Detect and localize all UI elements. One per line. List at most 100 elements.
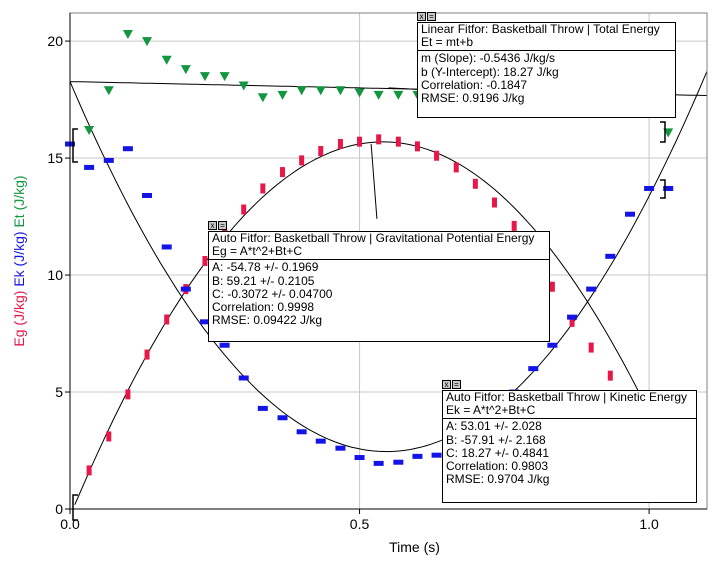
eg-point bbox=[357, 136, 363, 147]
ek-point bbox=[277, 415, 288, 421]
eg-point bbox=[125, 389, 131, 400]
et-point bbox=[354, 88, 365, 98]
et-point bbox=[238, 81, 249, 91]
eg-point bbox=[453, 162, 459, 173]
ek-point bbox=[354, 455, 365, 461]
fit-equation: Eg = A*t^2+Bt+C bbox=[212, 244, 303, 259]
y-tick-label: 15 bbox=[47, 150, 63, 166]
ek-point bbox=[219, 342, 230, 348]
fit-box-buttons: x = bbox=[417, 12, 436, 22]
fit-param: RMSE: 0.9196 J/kg bbox=[421, 91, 525, 106]
ek-point bbox=[103, 157, 114, 163]
plot-frame bbox=[65, 12, 708, 514]
eg-point bbox=[260, 183, 266, 194]
range-bracket bbox=[660, 121, 666, 143]
fit-title: Auto Fitfor: Basketball Throw | Gravitat… bbox=[212, 231, 535, 245]
fit-divider bbox=[443, 418, 696, 420]
fit-box-buttons: x = bbox=[208, 221, 227, 231]
et-point bbox=[180, 65, 191, 75]
y-axis-label: Eg (J/kg) Ek (J/kg) Et (J/kg) bbox=[11, 175, 27, 346]
close-icon[interactable]: x bbox=[208, 221, 217, 230]
et-point bbox=[219, 72, 230, 82]
options-icon[interactable]: = bbox=[218, 221, 227, 230]
eg-point bbox=[241, 204, 247, 215]
x-tick-label: 1.0 bbox=[639, 516, 659, 532]
fit-param: A: -54.78 +/- 0.1969 bbox=[212, 260, 319, 275]
ek-point bbox=[335, 445, 346, 451]
ek-point bbox=[567, 314, 578, 320]
eg-point bbox=[318, 146, 324, 157]
eg-point bbox=[86, 465, 92, 476]
eg-point bbox=[434, 150, 440, 161]
et-point bbox=[315, 86, 326, 96]
y-axis-label-part: Et (J/kg) bbox=[11, 175, 27, 231]
et-point bbox=[142, 37, 153, 47]
options-icon[interactable]: = bbox=[452, 380, 461, 389]
eg-point bbox=[569, 316, 575, 327]
fit-param: A: 53.01 +/- 2.028 bbox=[446, 419, 542, 434]
ek-point bbox=[431, 452, 442, 458]
ek-point bbox=[663, 185, 674, 191]
ek-point bbox=[586, 286, 597, 292]
close-icon[interactable]: x bbox=[442, 380, 451, 389]
fit-param: m (Slope): -0.5436 J/kg/s bbox=[421, 51, 556, 66]
linear-fit-box[interactable]: x = Linear Fitfor: Basketball Throw | To… bbox=[417, 12, 676, 118]
eg-point bbox=[376, 134, 382, 145]
fit-connector bbox=[370, 143, 378, 219]
eg-point bbox=[202, 256, 208, 266]
eg-point bbox=[164, 314, 170, 325]
fit-param: b (Y-Intercept): 18.27 J/kg bbox=[421, 64, 559, 79]
fit-param: Correlation: 0.9803 bbox=[446, 459, 549, 474]
eg-point bbox=[144, 349, 150, 360]
ek-point bbox=[180, 286, 191, 292]
ek-point bbox=[393, 459, 404, 465]
eg-point bbox=[106, 431, 112, 442]
fit-curve bbox=[69, 71, 708, 453]
axis-labels: 0.0 0.5 1.0 0 5 10 15 20 Time (s) Eg (J/kg) Ek (J… bbox=[11, 33, 659, 555]
eg-point bbox=[280, 167, 286, 178]
eg-point bbox=[549, 281, 555, 292]
eg-point bbox=[607, 370, 613, 381]
et-point bbox=[122, 30, 133, 40]
eg-fit-box[interactable]: x = Auto Fitfor: Basketball Throw | Grav… bbox=[208, 221, 550, 342]
y-tick-label: 0 bbox=[55, 501, 63, 517]
ek-point bbox=[84, 164, 95, 170]
fit-param: C: -0.3072 +/- 0.04700 bbox=[212, 286, 333, 301]
options-icon[interactable]: = bbox=[427, 12, 436, 21]
fit-divider bbox=[209, 259, 549, 261]
y-axis-label-part: Ek (J/kg) bbox=[11, 231, 27, 290]
fit-title: Auto Fitfor: Basketball Throw | Kinetic … bbox=[446, 390, 688, 404]
x-tick-label: 0.0 bbox=[60, 516, 80, 532]
ek-point bbox=[238, 375, 249, 381]
fit-box-buttons: x = bbox=[442, 380, 461, 390]
y-tick-label: 5 bbox=[55, 384, 63, 400]
ek-point bbox=[644, 185, 655, 191]
x-axis-label: Time (s) bbox=[389, 539, 440, 555]
fit-equation: Et = mt+b bbox=[421, 35, 474, 50]
x-tick-label: 0.5 bbox=[350, 516, 370, 532]
range-bracket bbox=[72, 128, 78, 163]
ek-point bbox=[296, 429, 307, 435]
eg-point bbox=[337, 139, 343, 150]
et-point bbox=[161, 55, 172, 65]
eg-point bbox=[588, 342, 594, 353]
range-bracket bbox=[72, 494, 78, 521]
ek-point bbox=[624, 211, 635, 217]
fit-title: Linear Fitfor: Basketball Throw | Total … bbox=[421, 22, 660, 36]
fit-param: Correlation: 0.9998 bbox=[212, 300, 315, 315]
y-tick-label: 20 bbox=[47, 33, 63, 49]
ek-point bbox=[412, 453, 423, 459]
et-point bbox=[393, 90, 404, 100]
eg-point bbox=[414, 141, 420, 152]
ek-point bbox=[547, 342, 558, 348]
et-point bbox=[103, 86, 114, 96]
fit-param: Correlation: -0.1847 bbox=[421, 77, 528, 92]
close-icon[interactable]: x bbox=[417, 12, 426, 21]
ek-fit-box[interactable]: x = Auto Fitfor: Basketball Throw | Kine… bbox=[442, 380, 697, 503]
range-brackets bbox=[72, 121, 666, 521]
eg-point bbox=[395, 136, 401, 147]
et-point bbox=[199, 72, 210, 82]
et-point bbox=[335, 86, 346, 96]
ek-point bbox=[161, 244, 172, 250]
